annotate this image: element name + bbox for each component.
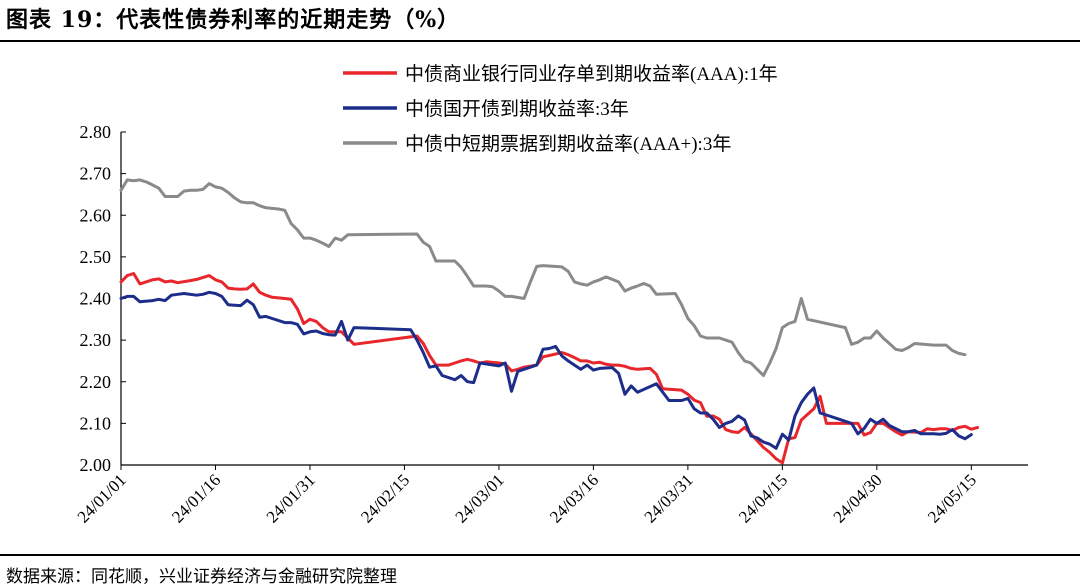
legend-label: 中债商业银行同业存单到期收益率(AAA):1年 xyxy=(405,63,778,85)
series-line xyxy=(119,272,980,465)
series-line xyxy=(119,290,973,450)
x-tick-label: 24/01/16 xyxy=(168,470,224,526)
y-tick-label: 2.30 xyxy=(80,330,112,350)
y-tick-label: 2.60 xyxy=(80,205,112,225)
legend-label: 中债中短期票据到期收益率(AAA+):3年 xyxy=(405,133,731,155)
source-note: 数据来源：同花顺，兴业证券经济与金融研究院整理 xyxy=(6,567,397,587)
bottom-rule xyxy=(0,554,1080,556)
x-tick-label: 24/04/15 xyxy=(735,470,791,526)
legend-label: 中债国开债到期收益率:3年 xyxy=(405,98,629,120)
x-tick-label: 24/03/01 xyxy=(452,470,508,526)
top-rule xyxy=(0,40,1080,42)
legend: 中债商业银行同业存单到期收益率(AAA):1年中债国开债到期收益率:3年中债中短… xyxy=(343,63,778,155)
x-tick-label: 24/05/15 xyxy=(924,470,980,526)
x-tick-label: 24/03/16 xyxy=(546,470,602,526)
y-tick-label: 2.40 xyxy=(80,289,112,309)
x-tick-label: 24/02/15 xyxy=(357,470,413,526)
y-tick-label: 2.10 xyxy=(80,413,112,433)
x-tick-label: 24/01/01 xyxy=(74,470,130,526)
figure-title: 图表 19：代表性债券利率的近期走势（%） xyxy=(6,7,461,33)
x-axis: 24/01/01 24/01/16 24/01/31 24/02/15 24/03/01… xyxy=(74,464,1028,527)
plot-area xyxy=(119,178,980,465)
y-tick-label: 2.70 xyxy=(80,164,112,184)
y-tick-label: 2.80 xyxy=(80,122,112,142)
y-tick-label: 2.00 xyxy=(80,455,112,475)
y-tick-label: 2.50 xyxy=(80,247,112,267)
x-tick-label: 24/04/30 xyxy=(829,470,885,526)
y-axis: 2.80 2.70 2.60 2.50 2.40 2.30 2.20 2.10 2.00 xyxy=(80,122,126,475)
x-tick-label: 24/03/31 xyxy=(641,470,697,526)
x-tick-label: 24/01/31 xyxy=(263,470,319,526)
y-tick-label: 2.20 xyxy=(80,372,112,392)
series-line xyxy=(119,178,967,377)
